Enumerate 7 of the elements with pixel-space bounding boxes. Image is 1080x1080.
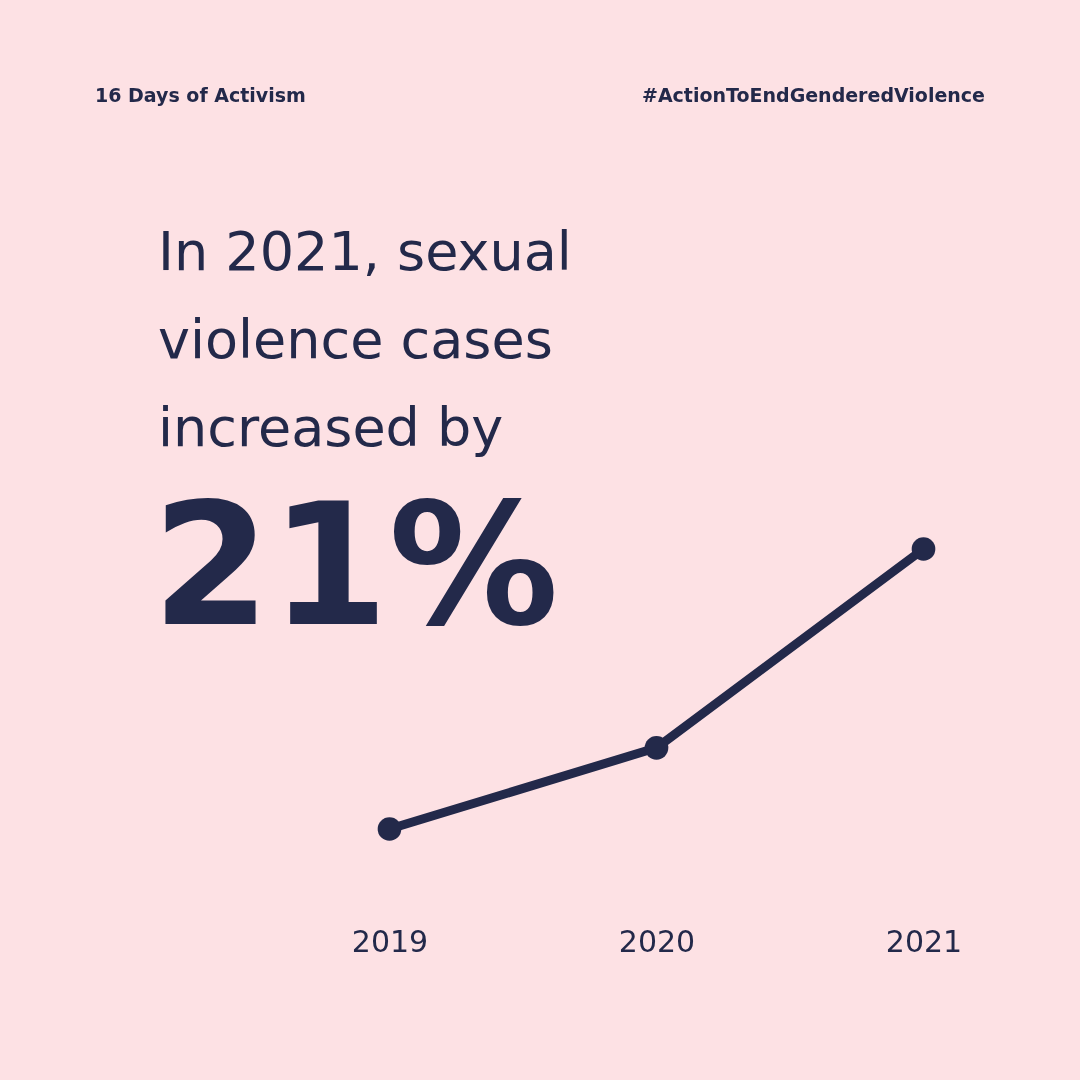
chart-subtitle: 21% <box>152 466 559 664</box>
text: 16 Days of Activism <box>95 84 306 106</box>
x-tick-label: 2021 <box>885 923 963 959</box>
chart-title: In 2021, sexual violence cases increased by <box>158 220 572 459</box>
text: #ActionToEndGenderedViolence <box>641 84 985 106</box>
x-tick-label: 2019 <box>351 923 429 959</box>
x-tick-label: 2020 <box>618 923 696 959</box>
